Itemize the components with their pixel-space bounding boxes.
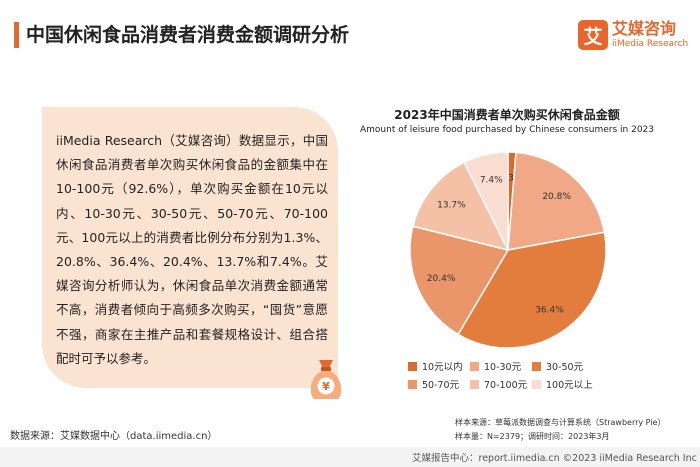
summary-text: iiMedia Research（艾媒咨询）数据显示，中国休闲食品消费者单次购买… xyxy=(56,133,328,366)
pie-slice xyxy=(412,161,510,252)
pie-slice xyxy=(507,151,606,251)
logo-mark-icon: 艾 xyxy=(578,20,608,50)
legend-item: 10-30元 xyxy=(470,357,532,375)
pie-slice xyxy=(409,225,510,336)
pie-slice xyxy=(457,231,607,349)
logo-name-en: iiMedia Research xyxy=(612,39,689,49)
legend-swatch xyxy=(470,379,479,389)
legend-label: 10-30元 xyxy=(484,362,522,373)
slice-label: 20.8% xyxy=(542,192,571,202)
legend-item: 50-70元 xyxy=(408,375,470,393)
page-title: 中国休闲食品消费者消费金额调研分析 xyxy=(26,24,350,46)
footer-bar xyxy=(0,447,700,467)
money-bag-icon: ¥ xyxy=(310,360,342,399)
slice-label: 13.7% xyxy=(437,201,466,211)
chart-subtitle: Amount of leisure food purchased by Chin… xyxy=(359,125,655,135)
legend-swatch xyxy=(408,361,417,371)
slice-label: 7.4% xyxy=(480,175,503,185)
legend-label: 10元以内 xyxy=(422,362,463,373)
chart-legend: 10元以内 10-30元 30-50元 50-70元 70-100元 100元以上 xyxy=(408,357,608,393)
slice-label: 20.4% xyxy=(427,274,456,284)
sample-size-note: 样本量：N=2379；调研时间：2023年3月 xyxy=(455,432,610,441)
logo-text: 艾媒咨询 iiMedia Research xyxy=(612,20,688,50)
chart-title: 2023年中国消费者单次购买休闲食品金额 xyxy=(394,108,620,122)
pie-slice xyxy=(463,151,509,251)
sample-source-note: 样本来源：草莓派数据调查与计算系统（Strawberry Pie） xyxy=(455,418,666,427)
pie-chart: 1.3% 20.8% 36.4% 20.4% 13.7% 7.4% xyxy=(409,151,607,349)
legend-item: 70-100元 xyxy=(470,375,532,393)
title-accent-bar xyxy=(14,22,19,48)
summary-panel xyxy=(42,107,338,388)
data-source: 数据来源：艾媒数据中心（data.iimedia.cn） xyxy=(10,431,218,442)
legend-label: 70-100元 xyxy=(484,380,528,391)
slice-label: 1.3% xyxy=(500,174,523,184)
footer-text: 艾媒报告中心：report.iimedia.cn ©2023 iiMedia R… xyxy=(412,453,697,464)
legend-label: 50-70元 xyxy=(422,380,460,391)
legend-item: 30-50元 xyxy=(532,357,594,375)
legend-label: 30-50元 xyxy=(546,362,584,373)
logo-name-cn: 艾媒咨询 xyxy=(612,19,677,38)
legend-item: 10元以内 xyxy=(408,357,470,375)
brand-logo: 艾 艾媒咨询 iiMedia Research xyxy=(578,20,688,50)
legend-label: 100元以上 xyxy=(546,380,593,391)
legend-swatch xyxy=(408,379,417,389)
legend-swatch xyxy=(532,379,541,389)
legend-swatch xyxy=(532,361,541,371)
svg-text:¥: ¥ xyxy=(322,380,330,393)
legend-swatch xyxy=(470,361,479,371)
legend-item: 100元以上 xyxy=(532,375,594,393)
slice-label: 36.4% xyxy=(535,305,564,315)
